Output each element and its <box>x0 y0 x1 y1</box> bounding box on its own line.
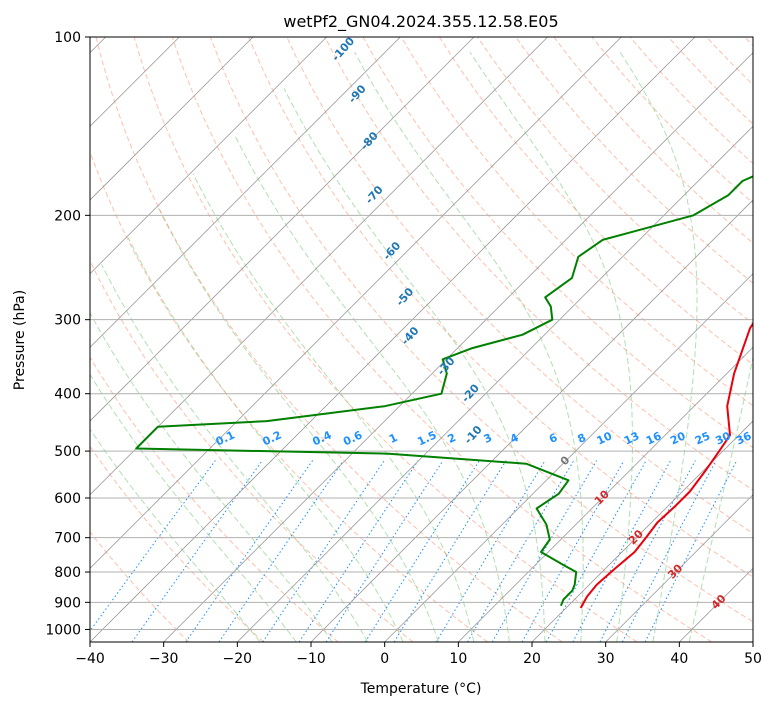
x-axis-label: Temperature (°C) <box>360 681 482 697</box>
y-tick-label: 1000 <box>45 622 81 638</box>
x-tick-label: 50 <box>744 651 762 667</box>
chart-title: wetPf2_GN04.2024.355.12.58.E05 <box>283 12 558 32</box>
dry-adiabat <box>90 356 339 642</box>
mixing-ratio-line <box>491 460 598 642</box>
isotherm-line <box>90 37 401 348</box>
dry-adiabat <box>95 37 563 642</box>
y-axis-ticks: 100 200 300 400 500 600 700 800 900 1000 <box>45 30 90 638</box>
isotherm-line <box>163 52 753 642</box>
dry-adiabat <box>133 37 638 642</box>
mixing-ratio-line <box>185 460 314 642</box>
x-tick-label: 0 <box>380 651 389 667</box>
isotherm-line <box>90 37 548 496</box>
x-tick-label: 30 <box>597 651 615 667</box>
dry-adiabat <box>591 37 753 204</box>
mixing-ratio-line <box>393 460 507 642</box>
moist-adiabat <box>619 51 698 642</box>
y-tick-label: 400 <box>54 387 81 403</box>
mixing-ratio-line <box>218 460 344 642</box>
dewpoint-profile <box>135 175 753 607</box>
y-tick-label: 200 <box>54 208 81 224</box>
moist-adiabat <box>157 207 439 642</box>
y-tick-label: 600 <box>54 491 81 507</box>
mixing-ratio-label: 16 <box>644 429 664 447</box>
moist-adiabat <box>90 428 261 642</box>
mixing-ratio-line <box>467 460 575 642</box>
mixing-ratio-line <box>644 460 738 642</box>
x-tick-label: 10 <box>449 651 467 667</box>
isotherm-line <box>531 420 753 642</box>
mixing-ratio-line <box>435 460 546 642</box>
isotherm-line <box>90 37 254 201</box>
dry-adiabat <box>286 37 753 534</box>
x-tick-label: −30 <box>149 651 179 667</box>
moist-adiabat <box>192 173 475 642</box>
mixing-ratio-line <box>521 460 625 642</box>
isotherm-line <box>752 641 753 642</box>
mixing-ratio-lines <box>90 460 738 642</box>
moist-adiabat <box>688 354 753 642</box>
mixing-ratio-label: 36 <box>734 429 754 447</box>
moist-adiabat <box>127 237 404 642</box>
dry-adiabat <box>90 259 414 642</box>
x-tick-label: 40 <box>670 651 688 667</box>
plot-frame <box>89 36 754 643</box>
mixing-ratio-line <box>545 460 647 642</box>
isotherm-line <box>458 346 753 642</box>
dry-adiabat <box>324 37 753 491</box>
x-axis-ticks: −40 −30 −20 −10 0 10 20 30 40 50 <box>75 642 762 667</box>
isotherm-line <box>90 37 622 569</box>
pressure-gridlines <box>90 37 753 630</box>
mixing-ratio-label: 10 <box>595 429 615 447</box>
moist-adiabat <box>90 311 333 642</box>
dry-adiabat <box>210 37 753 623</box>
mixing-ratio-line <box>131 460 263 642</box>
y-tick-label: 800 <box>54 565 81 581</box>
isotherm-line <box>605 494 753 642</box>
x-tick-label: 20 <box>523 651 541 667</box>
mixing-ratio-line <box>298 460 419 642</box>
y-tick-label: 700 <box>54 531 81 547</box>
mixing-ratio-label: 25 <box>693 429 712 447</box>
isotherm-line <box>90 37 696 642</box>
mixing-ratio-label: 13 <box>622 429 641 447</box>
x-tick-label: −20 <box>223 651 253 667</box>
plot-area <box>90 37 753 642</box>
mixing-ratio-line <box>262 460 385 642</box>
y-tick-label: 500 <box>54 444 81 460</box>
dry-adiabat <box>438 37 753 366</box>
dry-adiabat <box>90 531 190 642</box>
dry-adiabat <box>171 37 712 642</box>
dry-adiabat <box>90 150 488 642</box>
mixing-ratio-label: 30 <box>713 429 733 447</box>
isotherm-line <box>384 273 753 642</box>
dry-adiabat <box>248 37 753 578</box>
dry-adiabat <box>400 37 753 407</box>
moist-adiabat <box>283 87 546 642</box>
temperature-line <box>579 321 753 609</box>
y-tick-label: 100 <box>54 30 81 46</box>
dewpoint-line <box>135 175 753 607</box>
temperature-profile <box>579 321 753 609</box>
isotherms <box>90 37 753 642</box>
isotherm-line <box>237 125 753 642</box>
isotherm-line <box>310 199 753 642</box>
mixing-ratio-label: 20 <box>668 429 688 447</box>
dry-adiabat <box>553 37 753 244</box>
y-tick-label: 300 <box>54 313 81 329</box>
x-tick-label: −10 <box>296 651 326 667</box>
moist-adiabat <box>469 51 633 642</box>
y-tick-label: 900 <box>54 595 81 611</box>
isotherm-line <box>90 37 327 275</box>
y-axis-label: Pressure (hPa) <box>12 290 28 390</box>
isotherm-line <box>90 37 475 422</box>
mixing-ratio-line <box>90 460 216 632</box>
x-tick-label: −40 <box>75 651 105 667</box>
dry-adiabat <box>477 37 753 325</box>
